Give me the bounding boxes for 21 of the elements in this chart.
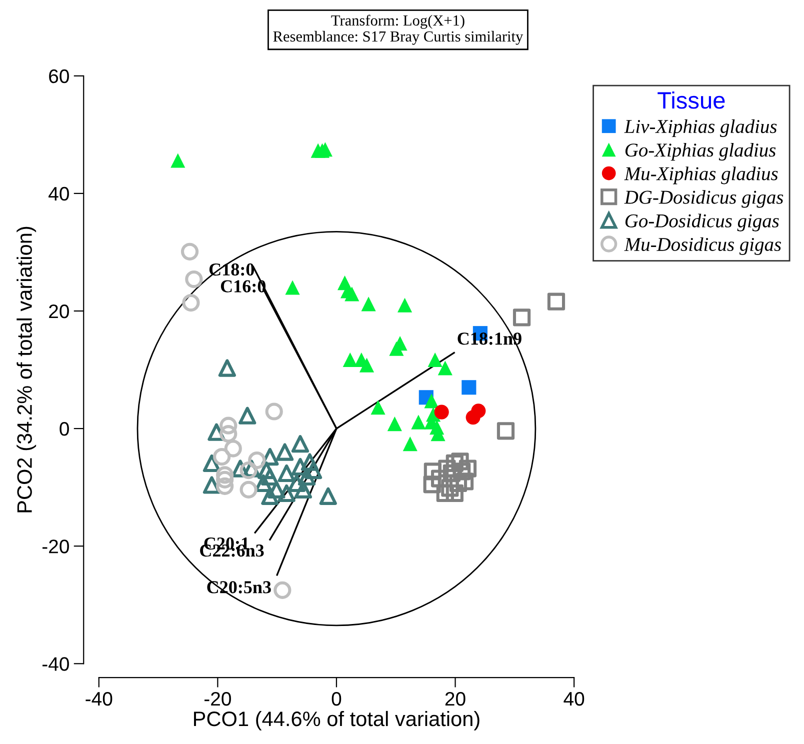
x-tick-label: 0 (332, 692, 342, 706)
y-tick-label: 60 (49, 69, 69, 84)
y-axis-title: PCO2 (34.2% of total variation) (16, 226, 36, 512)
legend-label: Mu-Dosidicus gigas (624, 237, 781, 255)
y-tick-label: 40 (48, 186, 69, 201)
x-tick-label: 40 (564, 692, 584, 706)
legend-title: Tissue (658, 91, 725, 109)
y-tick-label: 0 (60, 422, 69, 436)
y-tick-label: 20 (49, 304, 69, 318)
y-tick-label: -20 (42, 540, 69, 554)
legend-label: Mu-Xiphias gladius (624, 166, 778, 184)
legend-label: Go-Xiphias gladius (625, 142, 776, 161)
text: Transform: Log(X+1) Resemblance: S17 Bray Curtis similarity (273, 14, 524, 45)
y-tick-label: -40 (42, 657, 69, 671)
x-tick-label: -40 (86, 692, 112, 706)
legend-label: Liv-Xiphias gladius (624, 119, 777, 138)
x-tick-label: 20 (445, 692, 466, 706)
x-axis-title: PCO1 (44.6% of total variation) (194, 710, 480, 730)
legend-label: DG-Dosidicus gigas (624, 190, 784, 208)
legend-label: Go-Dosidicus gigas (625, 214, 779, 232)
x-tick-label: -20 (204, 692, 231, 706)
